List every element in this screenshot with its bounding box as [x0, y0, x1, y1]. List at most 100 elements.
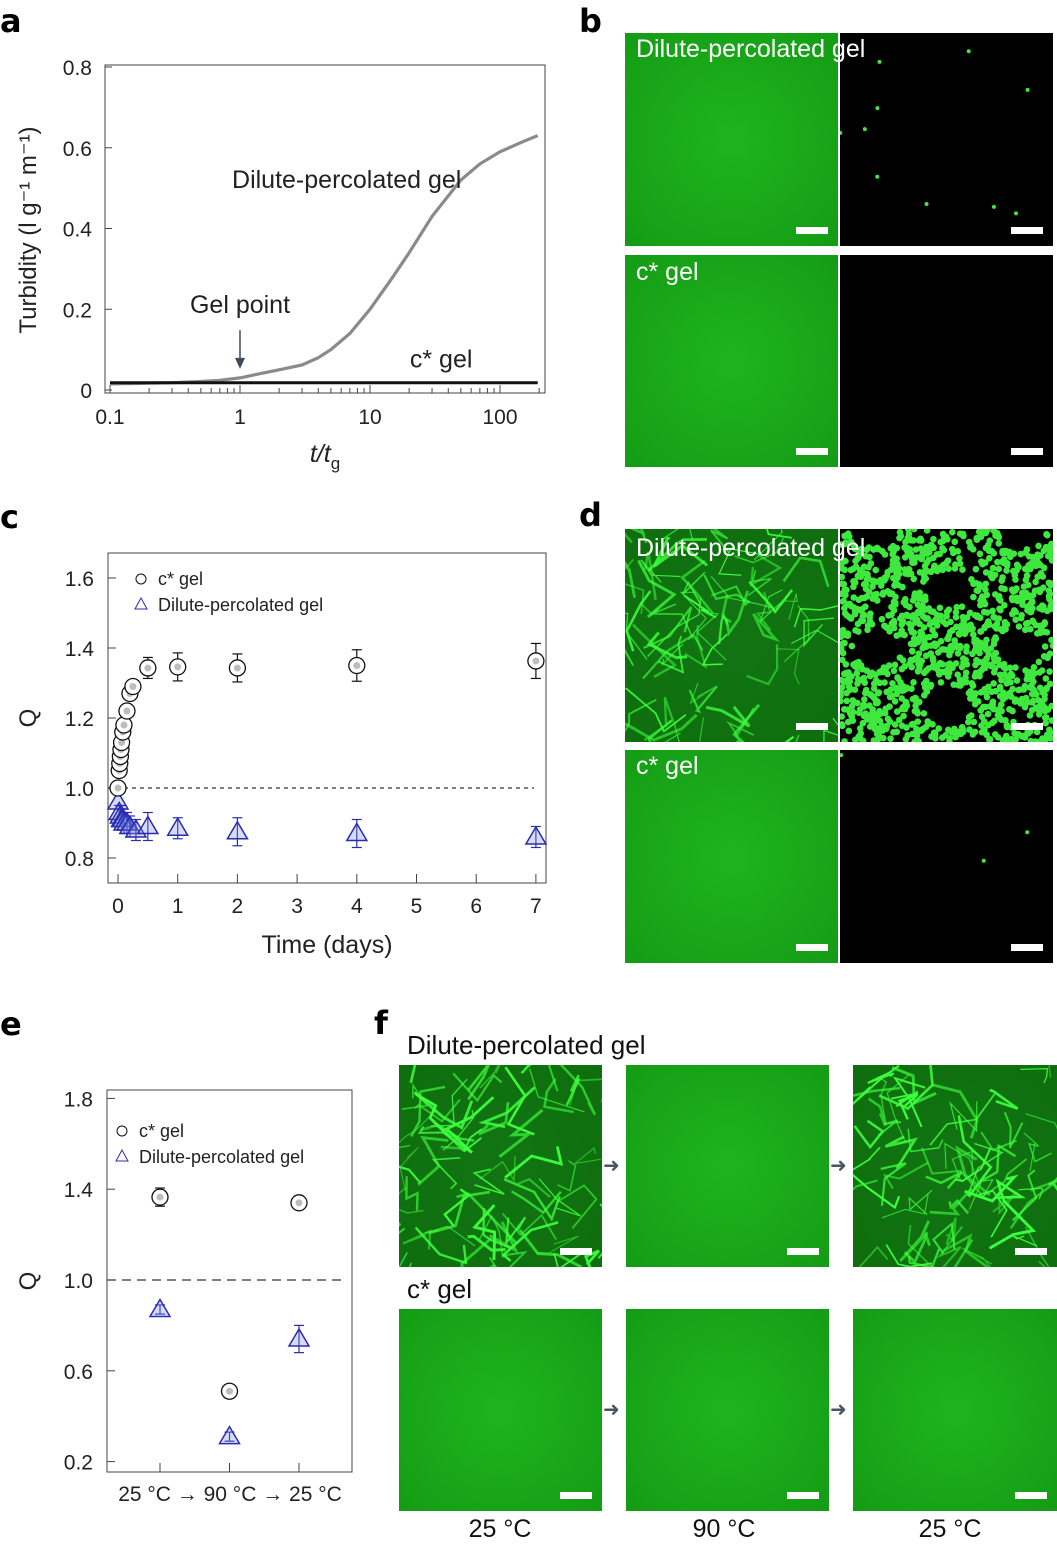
x-tick-label: 5 — [411, 895, 423, 918]
scale-bar — [560, 1248, 592, 1255]
micrograph-d-dilute-network — [625, 529, 838, 742]
micrograph-b-cstar-particles — [840, 255, 1053, 467]
data-point-cstar-center — [129, 683, 137, 690]
temp-label: 90 °C — [692, 1515, 756, 1543]
texture — [399, 1065, 602, 1267]
data-point-cstar-center — [532, 657, 540, 665]
y-axis-label: Q — [15, 1272, 42, 1291]
texture — [625, 750, 838, 963]
scale-bar — [1015, 1492, 1047, 1499]
scale-bar — [1011, 944, 1043, 951]
label-cstar-f: c* gel — [407, 1274, 473, 1304]
x-tick-label: 4 — [351, 895, 363, 918]
panel-label-c: c — [0, 498, 19, 536]
data-point-dilute — [287, 1327, 311, 1347]
annotation: Gel point — [190, 291, 290, 319]
y-tick-label: 1.2 — [65, 708, 94, 731]
legend-circle-icon — [116, 1125, 128, 1137]
y-tick-label: 0.6 — [64, 1361, 93, 1384]
micrograph-d-cstar-fluorescence — [625, 750, 838, 963]
x-axis-label: 25 °C → 90 °C → 25 °C — [118, 1483, 342, 1506]
scale-bar — [796, 448, 828, 455]
y-axis-label: Turbidity (l g⁻¹ m⁻¹) — [15, 126, 42, 333]
legend-label: Dilute-percolated gel — [158, 595, 323, 615]
y-axis-label: Q — [15, 709, 42, 728]
x-tick-label: 7 — [530, 895, 542, 918]
scale-bar — [796, 227, 828, 234]
label-cstar-d: c* gel — [636, 752, 699, 780]
micrograph-f-dilute-25c — [399, 1065, 602, 1267]
micrograph-f-cstar-25c — [399, 1309, 602, 1511]
annotation: Dilute-percolated gel — [232, 166, 461, 194]
micrograph-b-cstar-fluorescence — [625, 255, 838, 467]
scale-bar — [1011, 227, 1043, 234]
texture — [626, 1309, 829, 1511]
scale-bar — [796, 944, 828, 951]
texture — [840, 529, 1053, 742]
scale-bar — [796, 723, 828, 730]
y-tick-label: 1.4 — [65, 638, 95, 661]
micrograph-b-dilute-fluorescence — [625, 33, 838, 246]
data-point-cstar-center — [295, 1199, 303, 1207]
scale-bar — [1011, 448, 1043, 455]
x-tick-label: 6 — [470, 895, 482, 918]
x-tick-label: 1 — [234, 406, 246, 429]
panel-label-d: d — [579, 496, 602, 534]
label-dilute-b: Dilute-percolated gel — [636, 35, 866, 63]
data-point-dilute — [524, 825, 548, 845]
y-tick-label: 0.2 — [64, 1452, 93, 1475]
texture — [399, 1309, 602, 1511]
texture — [840, 753, 1030, 863]
x-tick-label: 1 — [172, 895, 184, 918]
x-axis-label: Time (days) — [261, 931, 392, 959]
x-tick-label: 0 — [112, 895, 124, 918]
legend-triangle-icon — [115, 1148, 129, 1162]
data-point-cstar-center — [156, 1193, 164, 1201]
micrograph-f-cstar-90c — [626, 1309, 829, 1511]
panel-label-e: e — [0, 1005, 22, 1043]
arrow-right-icon: ➜ — [603, 1155, 620, 1177]
data-point-cstar-center — [114, 784, 122, 792]
x-axis-label-sub: g — [331, 454, 340, 473]
legend-triangle-icon — [134, 596, 148, 610]
legend-label: Dilute-percolated gel — [139, 1147, 304, 1167]
label-dilute-f: Dilute-percolated gel — [407, 1030, 646, 1060]
data-point-dilute — [226, 820, 249, 840]
data-point-dilute — [166, 816, 190, 836]
x-axis-label: t/tg — [310, 440, 340, 473]
texture — [853, 1065, 1057, 1267]
texture — [625, 529, 838, 742]
texture — [625, 33, 838, 246]
x-tick-label: 10 — [358, 406, 381, 429]
x-tick-label: 100 — [482, 406, 517, 429]
micrograph-b-dilute-particles — [840, 33, 1053, 246]
panel-label-a: a — [0, 2, 22, 40]
scale-bar — [787, 1492, 819, 1499]
arrow-right-icon: ➜ — [830, 1399, 847, 1421]
y-tick-label: 1.0 — [65, 778, 94, 801]
label-cstar-b: c* gel — [636, 258, 699, 286]
legend-label: c* gel — [158, 569, 203, 589]
data-point-cstar-center — [174, 663, 182, 671]
y-tick-label: 0.8 — [63, 57, 92, 80]
texture — [626, 1065, 829, 1267]
texture — [840, 49, 1030, 216]
legend-circle-icon — [135, 573, 147, 585]
texture — [840, 255, 1053, 467]
x-tick-label: 0.1 — [95, 406, 124, 429]
data-point-cstar-center — [353, 662, 361, 669]
y-tick-label: 1.6 — [65, 568, 94, 591]
x-axis-label-main: t/t — [310, 440, 332, 468]
micrograph-d-cstar-particles — [840, 750, 1053, 963]
data-point-cstar-center — [120, 721, 128, 729]
micrograph-f-dilute-25c-return — [853, 1065, 1057, 1267]
micrograph-f-dilute-90c — [626, 1065, 829, 1267]
arrow-right-icon: ➜ — [603, 1399, 620, 1421]
panel-label-f: f — [374, 1004, 388, 1042]
panel-label-b: b — [579, 2, 602, 40]
micrograph-d-dilute-particles — [840, 529, 1053, 742]
data-point-dilute — [136, 815, 160, 835]
data-point-dilute — [345, 822, 369, 842]
plot-frame-a — [104, 64, 546, 394]
data-point-dilute — [218, 1425, 241, 1445]
